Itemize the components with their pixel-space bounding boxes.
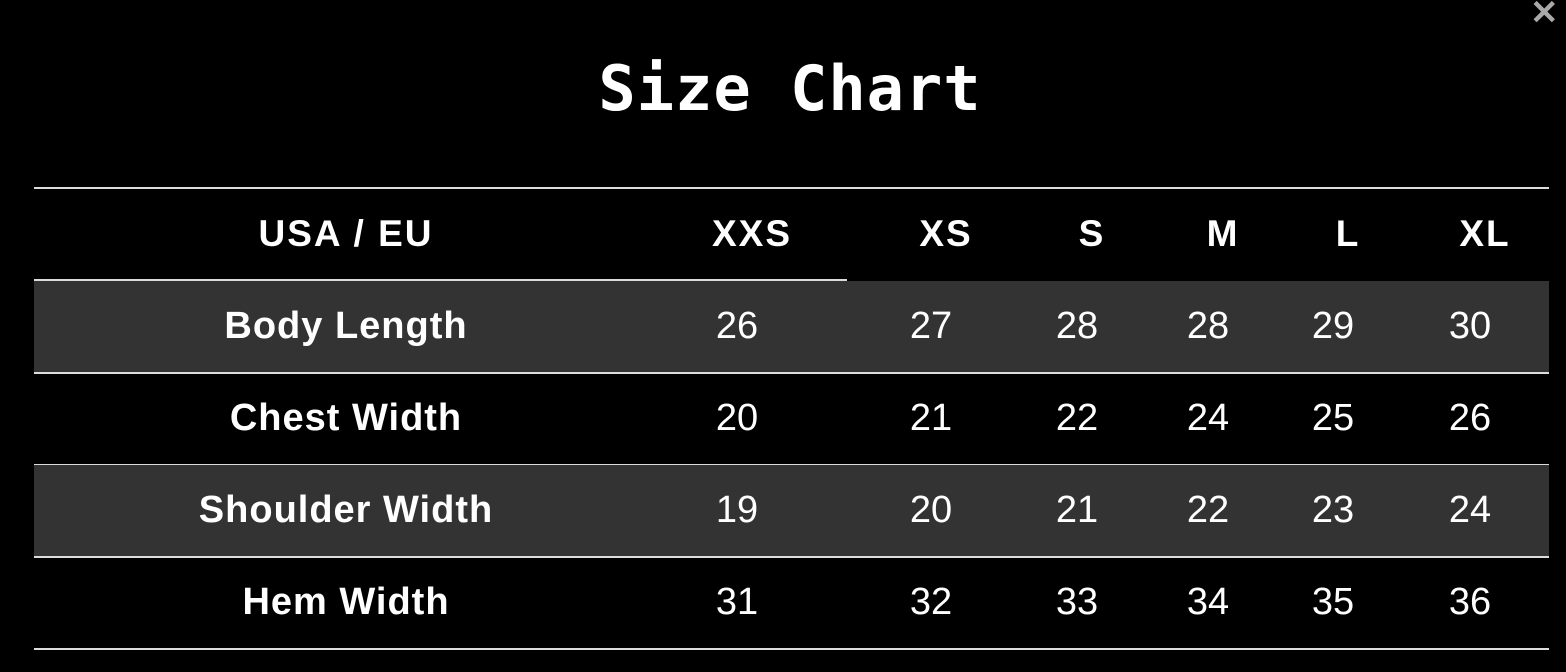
- table-cell: 25: [1311, 397, 1355, 439]
- table-cell: 31: [715, 581, 759, 623]
- table-row: Shoulder Width 19 20 21 22 23 24: [34, 465, 1549, 556]
- table-cell: 23: [1311, 489, 1355, 531]
- table-cell: 24: [1186, 397, 1230, 439]
- table-cell: 26: [1448, 397, 1492, 439]
- table-cell: 22: [1055, 397, 1099, 439]
- divider: [34, 556, 1549, 558]
- table-cell: 20: [715, 397, 759, 439]
- table-cell: 28: [1055, 305, 1099, 347]
- table-cell: 21: [909, 397, 953, 439]
- row-label: Body Length: [224, 305, 468, 347]
- table-cell: 26: [715, 305, 759, 347]
- table-cell: 33: [1055, 581, 1099, 623]
- table-cell: 19: [715, 489, 759, 531]
- table-row: Body Length 26 27 28 28 29 30: [34, 281, 1549, 372]
- row-label: Hem Width: [242, 581, 450, 623]
- header-size-xl: XL: [1459, 213, 1511, 254]
- table-cell: 29: [1311, 305, 1355, 347]
- header-label: USA / EU: [258, 213, 434, 254]
- table-cell: 24: [1448, 489, 1492, 531]
- header-size-xxs: XXS: [711, 213, 793, 254]
- close-button[interactable]: ✕: [1530, 0, 1559, 30]
- page-title: Size Chart: [598, 52, 982, 125]
- table-cell: 36: [1448, 581, 1492, 623]
- table-cell: 28: [1186, 305, 1230, 347]
- table-cell: 30: [1448, 305, 1492, 347]
- header-size-s: S: [1078, 213, 1106, 254]
- table-cell: 32: [909, 581, 953, 623]
- table-cell: 20: [909, 489, 953, 531]
- table-cell: 22: [1186, 489, 1230, 531]
- header-row: USA / EU XXS XS S M L XL: [34, 188, 1549, 279]
- row-label: Shoulder Width: [198, 489, 494, 531]
- table-row: Chest Width 20 21 22 24 25 26: [34, 373, 1549, 464]
- header-size-xs: XS: [919, 213, 973, 254]
- header-size-l: L: [1335, 213, 1361, 254]
- table-row: Hem Width 31 32 33 34 35 36: [34, 557, 1549, 648]
- divider: [34, 279, 847, 281]
- header-size-m: M: [1206, 213, 1240, 254]
- table-cell: 34: [1186, 581, 1230, 623]
- table-cell: 21: [1055, 489, 1099, 531]
- close-icon: ✕: [1530, 0, 1559, 32]
- table-cell: 35: [1311, 581, 1355, 623]
- divider: [34, 648, 1549, 650]
- row-label: Chest Width: [229, 397, 463, 439]
- divider: [34, 372, 1549, 374]
- divider: [34, 187, 1549, 189]
- table-cell: 27: [909, 305, 953, 347]
